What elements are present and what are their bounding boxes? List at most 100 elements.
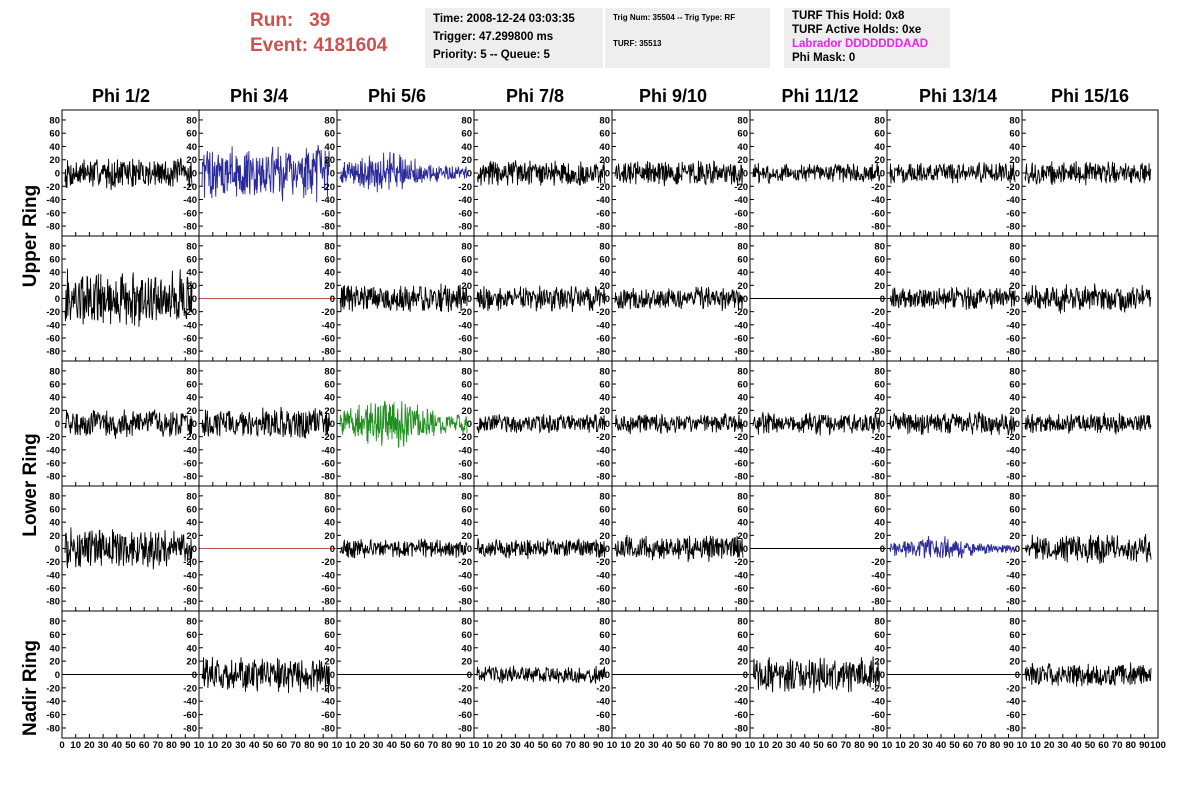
y-tick-label: 40 bbox=[874, 142, 885, 153]
y-tick-label: -40 bbox=[596, 445, 610, 456]
y-tick-label: -60 bbox=[734, 583, 748, 594]
y-tick-label: 60 bbox=[324, 255, 335, 266]
y-tick-label: 80 bbox=[874, 491, 885, 502]
waveform-panel-r2-c6: 80 60 40 20 0 -20 -40 -60 -80 bbox=[871, 360, 1023, 487]
y-tick-label: 80 bbox=[324, 491, 335, 502]
y-tick-label: -20 bbox=[46, 432, 60, 443]
y-tick-label: -80 bbox=[734, 723, 748, 734]
waveform-panel-r0-c4: 80 60 40 20 0 -20 -40 -60 -80 bbox=[596, 109, 751, 237]
y-tick-label: 20 bbox=[874, 406, 885, 417]
y-tick-label: 80 bbox=[1009, 115, 1020, 126]
waveform-trace bbox=[201, 656, 331, 694]
y-tick-label: 20 bbox=[874, 657, 885, 668]
y-tick-label: 60 bbox=[1009, 255, 1020, 266]
y-tick-label: 20 bbox=[874, 281, 885, 292]
y-tick-label: 0 bbox=[880, 544, 885, 555]
y-tick-label: -60 bbox=[871, 333, 885, 344]
y-tick-label: -60 bbox=[321, 333, 335, 344]
y-tick-label: -80 bbox=[321, 723, 335, 734]
y-tick-label: -80 bbox=[596, 222, 610, 233]
y-tick-label: 80 bbox=[186, 115, 197, 126]
waveform-trace bbox=[752, 411, 881, 436]
y-tick-label: -80 bbox=[871, 723, 885, 734]
y-tick-label: 60 bbox=[1009, 505, 1020, 516]
x-tick-label: 40 bbox=[524, 740, 535, 751]
y-tick-label: 40 bbox=[1009, 268, 1020, 279]
y-tick-label: 60 bbox=[737, 630, 748, 641]
y-tick-label: 20 bbox=[874, 155, 885, 166]
x-tick-label: 50 bbox=[813, 740, 824, 751]
y-tick-label: -40 bbox=[183, 320, 197, 331]
waveform-trace bbox=[614, 534, 744, 563]
y-tick-label: 40 bbox=[1009, 142, 1020, 153]
waveform-trace bbox=[201, 144, 331, 203]
y-tick-label: 80 bbox=[49, 115, 60, 126]
y-tick-label: -60 bbox=[871, 583, 885, 594]
y-tick-label: -80 bbox=[46, 723, 60, 734]
y-tick-label: 20 bbox=[461, 406, 472, 417]
y-tick-label: 0 bbox=[1015, 169, 1020, 180]
y-tick-label: 80 bbox=[599, 115, 610, 126]
run-value: 39 bbox=[309, 10, 331, 31]
waveform-panel-r0-c2: 80 60 40 20 0 -20 -40 -60 -80 bbox=[321, 109, 475, 237]
y-tick-label: 40 bbox=[737, 643, 748, 654]
y-tick-label: -60 bbox=[734, 458, 748, 469]
y-tick-label: -60 bbox=[458, 710, 472, 721]
y-tick-label: 80 bbox=[186, 491, 197, 502]
y-tick-label: 60 bbox=[49, 630, 60, 641]
y-tick-label: -60 bbox=[183, 458, 197, 469]
y-tick-label: -80 bbox=[596, 597, 610, 608]
y-tick-label: 40 bbox=[599, 142, 610, 153]
y-tick-label: -40 bbox=[183, 570, 197, 581]
y-tick-label: 0 bbox=[880, 294, 885, 305]
waveform-trace bbox=[476, 159, 606, 186]
waveform-trace bbox=[339, 151, 468, 193]
y-tick-label: -60 bbox=[596, 710, 610, 721]
waveform-trace bbox=[889, 161, 1016, 184]
y-tick-label: -60 bbox=[734, 208, 748, 219]
y-tick-label: 0 bbox=[55, 294, 60, 305]
x-tick-label: 60 bbox=[1098, 740, 1109, 751]
y-tick-label: -60 bbox=[734, 710, 748, 721]
waveform-trace bbox=[476, 665, 606, 684]
y-tick-label: 60 bbox=[461, 630, 472, 641]
y-tick-label: 0 bbox=[192, 294, 197, 305]
y-tick-label: 0 bbox=[743, 419, 748, 430]
y-tick-label: -20 bbox=[734, 182, 748, 193]
y-tick-label: -80 bbox=[596, 472, 610, 483]
y-tick-label: -60 bbox=[458, 333, 472, 344]
waveform-panel-r3-c4: 80 60 40 20 0 -20 -40 -60 -80 bbox=[596, 485, 751, 612]
y-tick-label: -20 bbox=[183, 307, 197, 318]
y-tick-label: 0 bbox=[605, 419, 610, 430]
y-tick-label: 40 bbox=[874, 643, 885, 654]
y-tick-label: 60 bbox=[186, 255, 197, 266]
x-tick-label: 60 bbox=[690, 740, 701, 751]
y-tick-label: -40 bbox=[871, 195, 885, 206]
y-tick-label: 40 bbox=[49, 393, 60, 404]
waveform-trace bbox=[614, 413, 744, 435]
y-tick-label: -80 bbox=[1006, 222, 1020, 233]
y-tick-label: 0 bbox=[880, 169, 885, 180]
x-tick-label: 10 bbox=[758, 740, 769, 751]
y-tick-label: 60 bbox=[49, 505, 60, 516]
y-tick-label: -20 bbox=[734, 683, 748, 694]
y-tick-label: -80 bbox=[46, 347, 60, 358]
x-tick-label: 30 bbox=[373, 740, 384, 751]
column-header-phi-5-6: Phi 5/6 bbox=[367, 86, 427, 106]
y-tick-label: 0 bbox=[743, 169, 748, 180]
y-tick-label: -40 bbox=[1006, 195, 1020, 206]
x-tick-label: 50 bbox=[400, 740, 411, 751]
x-tick-label: 50 bbox=[949, 740, 960, 751]
y-tick-label: 40 bbox=[737, 518, 748, 529]
y-tick-label: -60 bbox=[46, 458, 60, 469]
y-tick-label: -40 bbox=[183, 445, 197, 456]
waveform-panel-r3-c0: 80 60 40 20 0 -20 -40 -60 -80 bbox=[46, 485, 200, 612]
x-tick-label: 10 bbox=[345, 740, 356, 751]
y-tick-label: 0 bbox=[467, 169, 472, 180]
y-tick-label: -60 bbox=[46, 333, 60, 344]
x-tick-label: 70 bbox=[428, 740, 439, 751]
y-tick-label: 40 bbox=[737, 268, 748, 279]
y-tick-label: 40 bbox=[874, 393, 885, 404]
y-tick-label: 40 bbox=[186, 518, 197, 529]
waveform-trace bbox=[64, 268, 193, 327]
